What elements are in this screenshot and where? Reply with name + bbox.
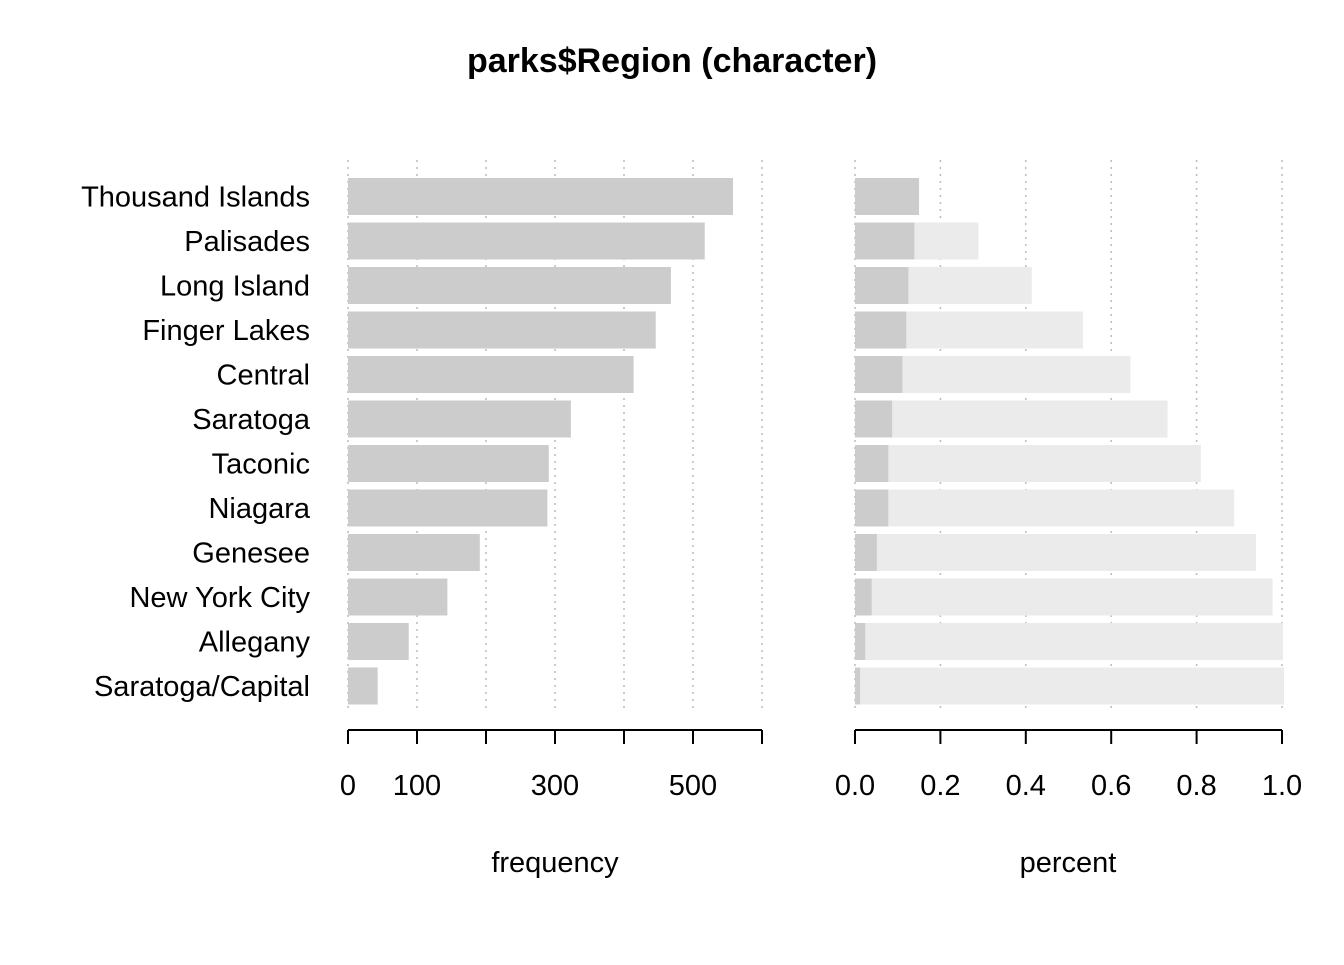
frequency-panel: Thousand Islands Palisades Long Island Fing… [81,160,763,802]
percent-bar-taconic [855,445,889,482]
x-tick-label: 0.6 [1091,770,1131,802]
category-label: Taconic [212,449,310,481]
frequency-bar-palisades [348,222,705,260]
category-label: Niagara [208,493,310,525]
cumulative-bar-taconic [855,445,1201,482]
frequency-bar-thousand-islands [348,178,734,215]
x-tick-label: 0.8 [1176,770,1216,802]
category-label: New York City [129,582,310,614]
percent-panel: 0.0 0.2 0.4 0.6 0.8 1.0 [835,160,1302,802]
frequency-bar-long-island [348,267,671,304]
frequency-bar-finger-lakes [348,311,656,349]
category-label: Long Island [160,271,310,303]
percent-bar-allegany [855,623,866,660]
category-label: Saratoga [192,404,311,436]
percent-bar-finger-lakes [855,311,907,349]
x-tick-label: 500 [669,770,717,802]
frequency-bar-niagara [348,489,548,527]
cumulative-bar-genesee [855,534,1256,571]
cumulative-bar-allegany [855,623,1283,660]
category-label: Thousand Islands [81,182,310,214]
percent-bar-niagara [855,489,889,527]
x-tick-label: 0.4 [1006,770,1046,802]
x-tick-label: 0 [340,770,356,802]
cumulative-bar-new-york-city [855,578,1273,616]
frequency-bar-allegany [348,623,409,660]
cumulative-bar-saratoga-capital [855,667,1284,705]
percent-bar-new-york-city [855,578,872,616]
category-label: Allegany [199,627,311,659]
frequency-bar-genesee [348,534,480,571]
x-axis-title-percent: percent [1020,847,1117,879]
percent-bar-palisades [855,222,915,260]
x-tick-label: 0.0 [835,770,875,802]
percent-bar-thousand-islands [855,178,920,215]
percent-bar-central [855,356,903,393]
frequency-bar-taconic [348,445,549,482]
percent-bar-long-island [855,267,909,304]
percent-bar-saratoga-capital [855,667,861,705]
frequency-bar-central [348,356,634,393]
x-tick-label: 1.0 [1262,770,1302,802]
cumulative-bar-niagara [855,489,1235,527]
x-axis-title-frequency: frequency [491,847,619,879]
percent-bar-saratoga [855,400,893,438]
frequency-bar-saratoga-capital [348,667,378,705]
category-label: Genesee [192,538,310,570]
category-label: Saratoga/Capital [94,671,310,703]
category-label: Palisades [184,226,310,258]
category-label: Central [217,360,311,392]
frequency-bar-new-york-city [348,578,448,616]
category-label: Finger Lakes [142,315,310,347]
frequency-bar-saratoga [348,400,571,438]
chart-title: parks$Region (character) [467,42,877,80]
cumulative-bar-saratoga [855,400,1168,438]
x-tick-label: 300 [531,770,579,802]
percent-bar-genesee [855,534,877,571]
x-tick-label: 0.2 [920,770,960,802]
x-tick-label: 100 [393,770,441,802]
